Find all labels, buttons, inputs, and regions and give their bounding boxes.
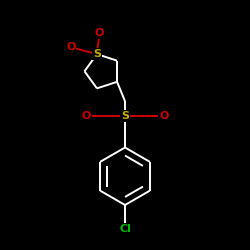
Text: S: S — [93, 49, 101, 59]
Text: O: O — [95, 28, 104, 38]
Text: S: S — [121, 111, 129, 121]
Text: Cl: Cl — [119, 224, 131, 234]
Text: O: O — [159, 111, 168, 121]
Text: O: O — [66, 42, 76, 52]
Text: O: O — [82, 111, 91, 121]
